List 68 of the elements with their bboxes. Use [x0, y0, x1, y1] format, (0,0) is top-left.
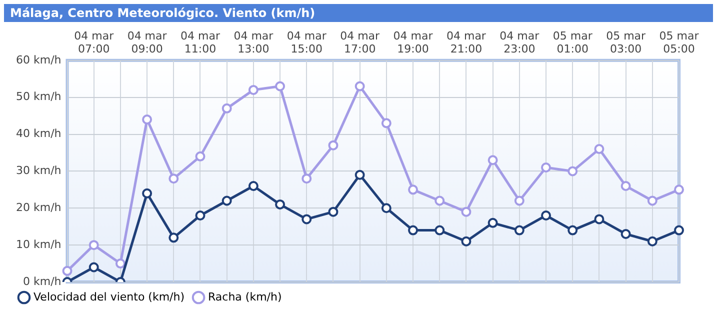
point: [302, 174, 312, 184]
point: [195, 210, 206, 221]
point: [594, 214, 604, 224]
x-tick-label: 04 mar 11:00: [180, 29, 220, 56]
point: [674, 184, 684, 195]
point: [461, 236, 472, 246]
x-tick-label: 04 mar 21:00: [446, 29, 486, 56]
point: [461, 206, 472, 217]
point: [115, 258, 126, 269]
point: [541, 210, 552, 221]
legend-label: Racha (km/h): [208, 290, 282, 304]
point: [275, 81, 286, 92]
point: [328, 206, 338, 217]
y-tick-label: 50 km/h: [16, 90, 62, 104]
chart-title: Málaga, Centro Meteorológico. Viento (km/h): [4, 4, 713, 22]
point: [354, 81, 365, 92]
y-tick-label: 20 km/h: [16, 200, 62, 214]
x-tick-label: 04 mar 15:00: [286, 29, 327, 56]
point: [381, 118, 392, 128]
point: [541, 162, 552, 173]
y-tick-label: 30 km/h: [16, 164, 62, 178]
legend-label: Velocidad del viento (km/h): [34, 290, 185, 304]
point: [408, 184, 418, 195]
point: [568, 225, 578, 236]
point: [142, 114, 152, 124]
point: [88, 240, 99, 250]
y-tick-label: 10 km/h: [16, 238, 62, 251]
point: [620, 228, 631, 239]
point: [168, 174, 179, 184]
point: [434, 196, 445, 206]
point: [568, 166, 578, 176]
point: [222, 196, 232, 206]
x-tick-label: 05 mar 03:00: [606, 29, 646, 56]
point: [354, 170, 365, 180]
point: [222, 103, 232, 114]
x-tick-label: 05 mar 01:00: [552, 29, 593, 56]
point: [88, 262, 99, 272]
x-tick-label: 04 mar 07:00: [74, 29, 114, 56]
point: [514, 225, 524, 236]
point: [168, 232, 179, 243]
y-tick-label: 60 km/h: [16, 53, 62, 66]
point: [620, 180, 631, 191]
point: [647, 236, 658, 246]
point: [647, 196, 658, 206]
x-tick-label: 04 mar 23:00: [500, 29, 540, 56]
point: [514, 196, 524, 206]
point: [674, 225, 684, 236]
point: [328, 140, 338, 150]
point: [488, 218, 498, 228]
point: [248, 180, 258, 191]
point: [195, 151, 206, 162]
point: [62, 266, 72, 276]
x-tick-label: 04 mar 19:00: [393, 29, 434, 56]
point: [381, 203, 392, 214]
x-tick-label: 04 mar 17:00: [340, 29, 380, 56]
point: [488, 155, 498, 166]
y-tick-label: 0 km/h: [22, 274, 62, 288]
x-tick-label: 04 mar 09:00: [127, 29, 168, 56]
point: [408, 225, 418, 236]
point: [302, 214, 312, 224]
point: [594, 144, 604, 154]
point: [275, 199, 286, 210]
x-tick-label: 05 mar 05:00: [659, 29, 700, 56]
point: [434, 225, 445, 236]
point: [248, 84, 258, 95]
x-tick-label: 04 mar 13:00: [234, 29, 274, 56]
y-tick-label: 40 km/h: [16, 127, 62, 140]
point: [142, 188, 152, 198]
